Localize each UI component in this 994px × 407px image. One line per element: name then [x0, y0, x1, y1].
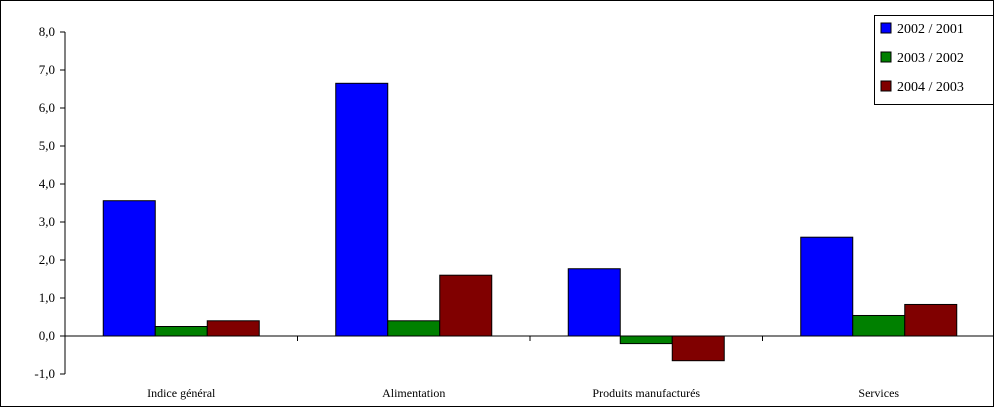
- axes: 8,0 7,0 6,0 5,0 4,0 3,0 2,0 1,0 0,0 -1,0 Indice gé…: [34, 24, 994, 400]
- y-tick-label: 2,0: [39, 252, 55, 267]
- y-tick-label: 8,0: [39, 24, 55, 39]
- bar: [904, 303, 958, 337]
- y-tick-label: 3,0: [39, 214, 55, 229]
- bar: [619, 335, 673, 345]
- legend-label: 2004 / 2003: [897, 80, 964, 95]
- y-tick-label: 5,0: [39, 138, 55, 153]
- bar: [387, 320, 441, 337]
- bar: [671, 335, 725, 362]
- legend-box: [874, 15, 994, 105]
- bar: [206, 320, 260, 337]
- x-tick-label: Indice général: [147, 386, 216, 400]
- legend-swatch: [880, 80, 892, 92]
- bar: [335, 82, 389, 337]
- legend-label: 2002 / 2001: [897, 22, 964, 37]
- bars: [102, 82, 958, 362]
- legend-swatch: [880, 51, 892, 63]
- legend-label: 2003 / 2002: [897, 51, 964, 66]
- legend-swatch: [880, 22, 892, 34]
- y-tick-label: 1,0: [39, 290, 55, 305]
- y-tick-label: -1,0: [34, 366, 55, 381]
- y-tick-label: 0,0: [39, 328, 55, 343]
- legend: 2002 / 2001 2003 / 2002 2004 / 2003: [874, 15, 994, 105]
- x-tick-label: Alimentation: [382, 386, 445, 400]
- bar: [567, 268, 621, 337]
- bar: [102, 200, 156, 337]
- bar: [439, 274, 493, 337]
- bar: [800, 236, 854, 337]
- x-tick-label: Services: [858, 386, 899, 400]
- x-tick-label: Produits manufacturés: [592, 386, 700, 400]
- bar: [154, 326, 208, 337]
- y-tick-label: 6,0: [39, 100, 55, 115]
- y-tick-label: 7,0: [39, 62, 55, 77]
- y-tick-label: 4,0: [39, 176, 55, 191]
- bar: [852, 314, 906, 337]
